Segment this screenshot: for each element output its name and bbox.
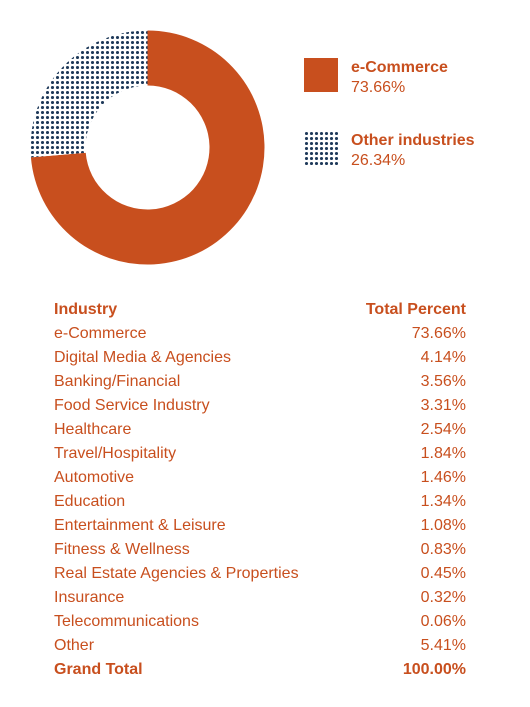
row-percent: 0.32%: [420, 589, 466, 606]
total-label: Grand Total: [54, 661, 143, 678]
row-percent: 1.46%: [420, 469, 466, 486]
table-row: Food Service Industry 3.31%: [54, 394, 466, 418]
total-value: 100.00%: [402, 661, 466, 678]
row-industry: Entertainment & Leisure: [54, 517, 226, 534]
table-row: Healthcare 2.54%: [54, 418, 466, 442]
legend-label: e-Commerce: [351, 59, 448, 76]
row-industry: Healthcare: [54, 421, 132, 438]
row-percent: 4.14%: [420, 349, 466, 366]
table-row: Automotive 1.46%: [54, 466, 466, 490]
table-row: Other 5.41%: [54, 634, 466, 658]
row-percent: 3.56%: [420, 373, 466, 390]
row-percent: 5.41%: [420, 637, 466, 654]
legend-item-ecommerce: e-Commerce 73.66%: [304, 58, 448, 98]
table-row: Telecommunications 0.06%: [54, 610, 466, 634]
industry-table: Industry Total Percent e-Commerce 73.66% D…: [54, 298, 466, 682]
row-percent: 1.08%: [420, 517, 466, 534]
row-industry: e-Commerce: [54, 325, 147, 342]
row-industry: Education: [54, 493, 126, 510]
legend-swatch-ecommerce: [304, 58, 338, 92]
row-percent: 1.84%: [420, 445, 466, 462]
row-percent: 2.54%: [420, 421, 466, 438]
row-industry: Insurance: [54, 589, 125, 606]
legend-value: 26.34%: [351, 152, 406, 169]
table-row: Real Estate Agencies & Properties 0.45%: [54, 562, 466, 586]
row-percent: 3.31%: [420, 397, 466, 414]
table-row: Insurance 0.32%: [54, 586, 466, 610]
row-percent: 73.66%: [411, 325, 466, 342]
row-industry: Digital Media & Agencies: [54, 349, 231, 366]
table-row: Banking/Financial 3.56%: [54, 370, 466, 394]
table-row: Digital Media & Agencies 4.14%: [54, 346, 466, 370]
legend-swatch-other-industries: [304, 131, 338, 165]
row-industry: Telecommunications: [54, 613, 199, 630]
row-industry: Other: [54, 637, 95, 654]
row-industry: Automotive: [54, 469, 135, 486]
table-row: Entertainment & Leisure 1.08%: [54, 514, 466, 538]
donut-chart: [30, 30, 265, 265]
header-total-percent: Total Percent: [365, 301, 466, 318]
table-row: e-Commerce 73.66%: [54, 322, 466, 346]
table-total-row: Grand Total 100.00%: [54, 658, 466, 682]
legend-value: 73.66%: [351, 79, 406, 96]
row-percent: 0.83%: [420, 541, 466, 558]
table-row: Fitness & Wellness 0.83%: [54, 538, 466, 562]
donut-slice-e-commerce: [30, 30, 265, 265]
header-industry: Industry: [54, 301, 118, 318]
row-industry: Real Estate Agencies & Properties: [54, 565, 299, 582]
legend-label: Other industries: [351, 132, 475, 149]
row-industry: Food Service Industry: [54, 397, 210, 414]
table-row: Education 1.34%: [54, 490, 466, 514]
row-percent: 0.45%: [420, 565, 466, 582]
row-industry: Fitness & Wellness: [54, 541, 190, 558]
row-percent: 1.34%: [420, 493, 466, 510]
row-industry: Banking/Financial: [54, 373, 181, 390]
legend-item-other-industries: Other industries 26.34%: [304, 131, 475, 171]
donut-slice-other-industries: [30, 30, 148, 158]
row-industry: Travel/Hospitality: [54, 445, 177, 462]
row-percent: 0.06%: [420, 613, 466, 630]
table-row: Travel/Hospitality 1.84%: [54, 442, 466, 466]
table-header: Industry Total Percent: [54, 298, 466, 322]
